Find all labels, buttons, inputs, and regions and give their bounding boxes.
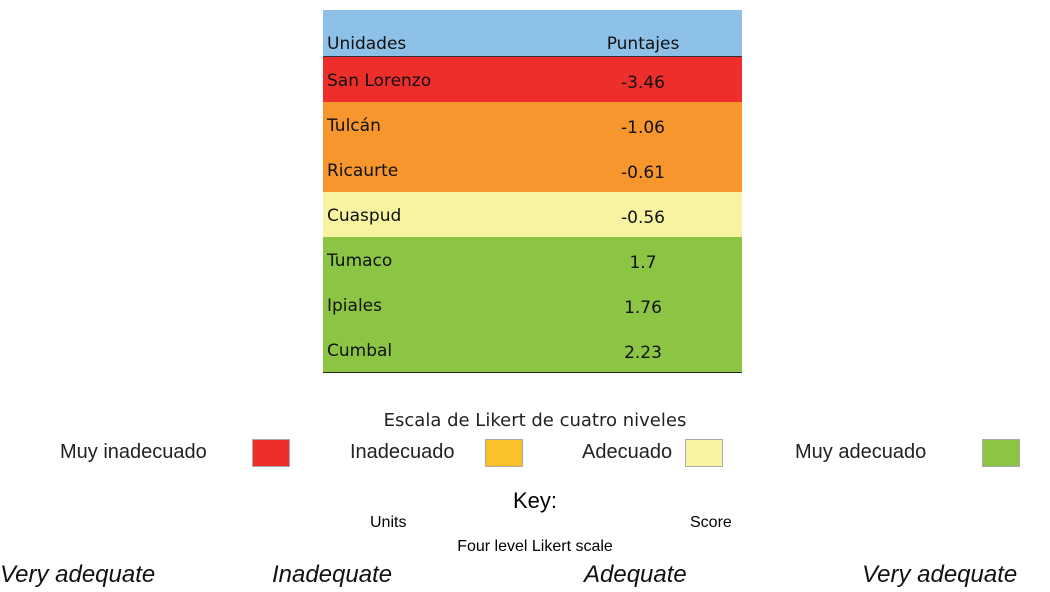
key-item: Very adequate: [0, 561, 156, 588]
unit-cell: Cuaspud: [327, 206, 402, 226]
table-row: Tumaco 1.7: [323, 237, 742, 282]
score-cell: 1.7: [629, 253, 657, 273]
unit-cell: Ricaurte: [327, 161, 399, 181]
unit-cell: Cumbal: [327, 341, 393, 361]
table-row: Ricaurte -0.61: [323, 147, 742, 192]
legend-swatch: [485, 439, 523, 467]
legend-label: Inadecuado: [350, 441, 455, 463]
score-cell: 2.23: [624, 343, 662, 363]
key-item: Inadequate: [272, 561, 393, 588]
header-row: Unidades Puntajes: [323, 10, 742, 57]
score-cell: -0.56: [621, 208, 665, 228]
score-cell: -1.06: [621, 118, 665, 138]
legend-label: Muy adecuado: [795, 441, 927, 463]
unit-cell: Tumaco: [327, 251, 393, 271]
legend-swatch: [252, 439, 290, 467]
score-table: Unidades Puntajes San Lorenzo -3.46 Tulcán -1…: [323, 10, 742, 373]
unit-cell: Ipiales: [327, 296, 382, 316]
legend-swatch: [685, 439, 723, 467]
table-row: Cumbal 2.23: [323, 327, 742, 372]
key-score: Score: [690, 514, 732, 531]
legend-title: Escala de Likert de cuatro niveles: [383, 410, 687, 431]
table-row: Tulcán -1.06: [323, 102, 742, 147]
table-row: San Lorenzo -3.46: [323, 57, 742, 102]
legend-label: Muy inadecuado: [60, 441, 207, 463]
key-item: Adequate: [584, 561, 687, 588]
table-row: Ipiales 1.76: [323, 282, 742, 327]
score-cell: -3.46: [621, 73, 665, 93]
score-cell: -0.61: [621, 163, 665, 183]
key-title: Key:: [512, 488, 558, 513]
key-scale: Four level Likert scale: [457, 538, 613, 555]
header-cell: Puntajes: [606, 34, 680, 54]
score-cell: 1.76: [624, 298, 662, 318]
key-units: Units: [370, 514, 407, 531]
header-cell: Unidades: [327, 34, 407, 54]
key-item: Very adequate: [862, 561, 1018, 588]
unit-cell: Tulcán: [327, 116, 381, 136]
legend-swatch: [982, 439, 1020, 467]
legend-label: Adecuado: [582, 441, 673, 463]
unit-cell: San Lorenzo: [327, 71, 432, 91]
table-row: Cuaspud -0.56: [323, 192, 742, 237]
